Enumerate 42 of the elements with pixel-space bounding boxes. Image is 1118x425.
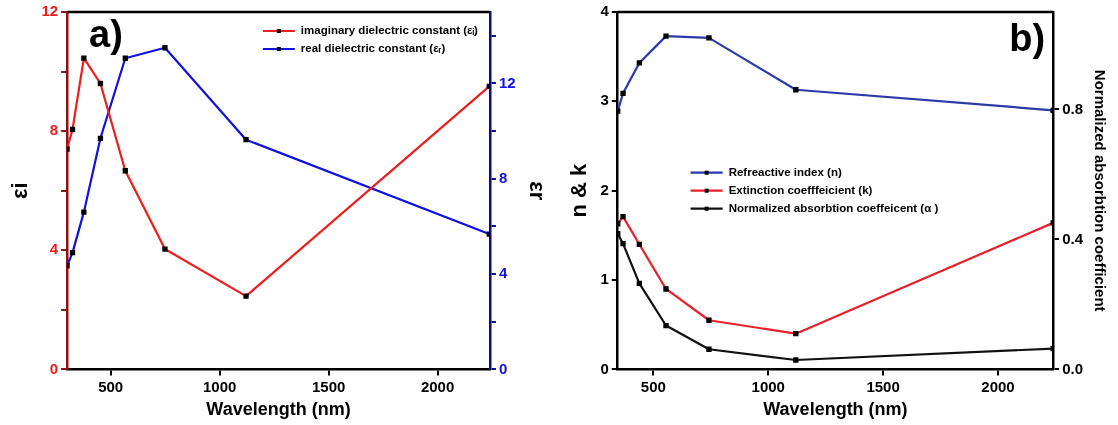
point	[620, 241, 626, 247]
y-axis-title: εi	[7, 182, 33, 199]
y2-tick-label: 0.0	[1062, 359, 1084, 377]
y-tick-label: 1	[600, 270, 609, 288]
y-tick-label: 12	[41, 2, 59, 20]
y2-tick-label: 0.4	[1062, 229, 1084, 247]
point	[706, 346, 712, 352]
legend-label: Extinction coefffeicient (k)	[728, 183, 873, 196]
y2-tick-label: 12	[498, 73, 516, 91]
y2-axis-title: εr	[524, 181, 550, 201]
legend-label: imaginary dielectric constant (εᵢ)	[300, 24, 479, 37]
x-tick-label: 2000	[420, 377, 455, 395]
x-tick-label: 1000	[202, 377, 237, 395]
annotation: b)	[1009, 17, 1046, 60]
y-axis-title: n & k	[566, 163, 592, 218]
x-tick-label: 2000	[981, 377, 1015, 395]
y-tick-label: 4	[600, 2, 610, 20]
x-tick-label: 1000	[751, 377, 785, 395]
legend-label: real dielectric constant (εᵣ)	[300, 42, 446, 55]
x-tick-label: 500	[98, 377, 124, 395]
point	[663, 322, 669, 329]
y-tick-label: 0	[600, 359, 609, 377]
y2-axis-title: Normalized absorbtion coefficient	[1091, 69, 1109, 312]
y2-tick-label: 4	[498, 264, 508, 282]
y-tick-label: 3	[600, 91, 609, 109]
point	[793, 357, 799, 363]
x-tick-label: 1500	[311, 377, 346, 395]
y-tick-label: 4	[49, 240, 59, 258]
y-tick-label: 2	[600, 180, 609, 198]
point	[636, 280, 642, 286]
y-tick-label: 0	[49, 359, 59, 377]
x-tick-label: 1500	[866, 377, 900, 395]
legend-label: Normalized absorbtion coeffeicent (α )	[728, 201, 939, 214]
y2-tick-label: 0	[498, 359, 508, 377]
annotation: a)	[89, 13, 123, 56]
y2-tick-label: 8	[498, 168, 508, 186]
x-tick-label: 500	[640, 377, 666, 395]
x-axis-title: Wavelength (nm)	[763, 399, 908, 420]
x-axis-title: Wavelength (nm)	[206, 399, 351, 420]
legend-label: Refreactive index (n)	[728, 165, 842, 178]
y2-tick-label: 0.8	[1062, 99, 1084, 117]
y-tick-label: 8	[49, 121, 59, 139]
